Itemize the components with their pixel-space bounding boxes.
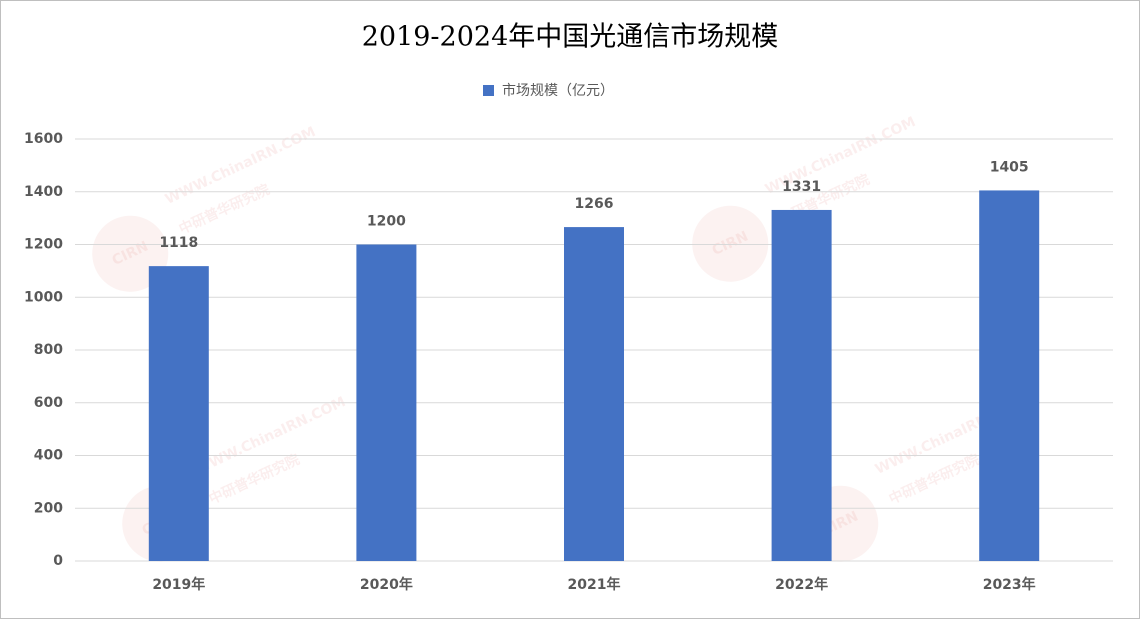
legend-swatch bbox=[483, 85, 494, 96]
y-tick-label: 1200 bbox=[24, 237, 63, 253]
bar bbox=[356, 244, 417, 561]
y-tick-label: 1600 bbox=[24, 131, 63, 147]
y-tick-label: 600 bbox=[34, 395, 63, 411]
bar bbox=[564, 227, 624, 561]
bar bbox=[979, 190, 1040, 561]
x-tick-label: 2021年 bbox=[568, 576, 621, 593]
data-label: 1266 bbox=[575, 196, 614, 212]
y-tick-label: 0 bbox=[53, 553, 63, 569]
y-tick-label: 400 bbox=[34, 448, 63, 464]
data-label: 1118 bbox=[159, 235, 198, 251]
x-tick-label: 2022年 bbox=[775, 576, 828, 593]
y-tick-label: 1400 bbox=[24, 184, 63, 200]
y-tick-label: 800 bbox=[34, 342, 63, 358]
data-label: 1200 bbox=[367, 214, 406, 230]
legend-label: 市场规模（亿元） bbox=[502, 82, 614, 99]
bar bbox=[148, 266, 209, 561]
data-label: 1331 bbox=[782, 179, 821, 195]
x-tick-label: 2019年 bbox=[152, 576, 205, 593]
watermark-logo-circle bbox=[692, 205, 769, 282]
y-tick-label: 1000 bbox=[24, 289, 63, 305]
x-tick-label: 2023年 bbox=[983, 576, 1036, 593]
bar bbox=[771, 209, 832, 562]
chart-title: 2019-2024年中国光通信市场规模 bbox=[362, 22, 779, 53]
data-label: 1405 bbox=[990, 159, 1029, 175]
y-tick-label: 200 bbox=[34, 500, 63, 516]
x-tick-label: 2020年 bbox=[360, 576, 413, 593]
